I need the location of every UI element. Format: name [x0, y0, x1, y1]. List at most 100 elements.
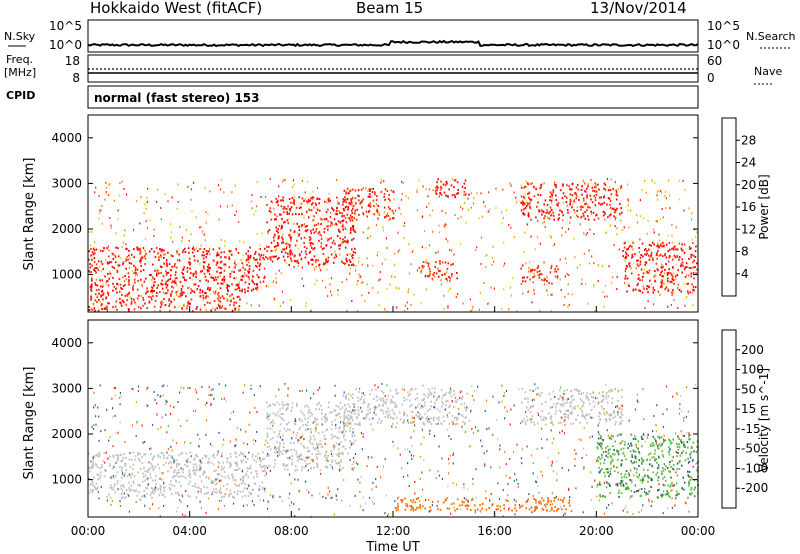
power-cell — [351, 216, 353, 219]
velocity-cell — [205, 475, 208, 478]
velocity-cell — [428, 388, 430, 391]
velocity-cell — [256, 473, 258, 475]
velocity-cell — [432, 417, 435, 420]
velocity-cell — [570, 404, 572, 407]
power-noise-cell — [217, 184, 220, 187]
power-noise-cell — [243, 241, 245, 244]
velocity-cell — [550, 398, 552, 401]
velocity-cell — [282, 464, 284, 467]
power-cell — [199, 288, 202, 291]
power-noise-cell — [361, 263, 363, 266]
velocity-cell — [441, 397, 443, 400]
power-noise-cell — [98, 308, 100, 311]
velocity-noise-cell — [235, 479, 237, 482]
power-cell — [657, 250, 659, 253]
power-cell — [209, 288, 211, 291]
power-noise-cell — [554, 270, 556, 273]
power-cell — [631, 245, 633, 248]
velocity-cell — [645, 491, 648, 494]
power-cell — [683, 268, 686, 271]
velocity-noise-cell — [384, 458, 386, 461]
velocity-noise-cell — [97, 491, 99, 494]
velocity-cell — [353, 467, 355, 469]
velocity-cell — [612, 435, 614, 438]
velocity-cell — [307, 421, 309, 424]
power-noise-cell — [420, 271, 422, 274]
power-cell — [136, 297, 139, 300]
velocity-cell — [157, 488, 160, 491]
velocity-cell — [255, 470, 257, 473]
power-cell — [636, 259, 638, 262]
velocity-cell — [663, 439, 666, 442]
power-cell — [524, 280, 527, 283]
power-noise-cell — [658, 190, 660, 192]
velocity-cell — [534, 509, 536, 511]
power-cell — [191, 310, 194, 313]
velocity-noise-cell — [147, 386, 149, 389]
power-noise-cell — [345, 190, 347, 193]
velocity-cell — [554, 506, 556, 509]
power-cell — [335, 255, 338, 258]
power-noise-cell — [537, 236, 539, 239]
power-noise-cell — [98, 217, 100, 220]
velocity-noise-cell — [109, 436, 111, 439]
velocity-cell — [281, 406, 284, 409]
power-cell — [604, 188, 607, 191]
velocity-cell — [132, 468, 134, 470]
velocity-cell — [460, 403, 463, 406]
velocity-cell — [339, 408, 342, 411]
power-cell — [305, 200, 308, 203]
power-cell — [587, 215, 589, 218]
power-cell — [288, 264, 290, 266]
velocity-cell — [295, 420, 297, 423]
power-noise-cell — [668, 194, 670, 197]
power-cell — [227, 284, 229, 287]
velocity-cell — [337, 452, 340, 455]
velocity-noise-cell — [292, 431, 294, 434]
power-noise-cell — [188, 300, 190, 303]
velocity-cell — [315, 453, 317, 456]
velocity-cell — [212, 481, 214, 484]
velocity-noise-cell — [267, 415, 269, 418]
nsky-label: N.Sky — [4, 30, 36, 43]
power-noise-cell — [620, 219, 622, 222]
power-cell — [439, 262, 441, 265]
velocity-cell — [160, 452, 163, 454]
power-noise-cell — [251, 207, 253, 210]
velocity-noise-cell — [635, 446, 637, 449]
power-cell — [599, 203, 602, 206]
power-cell — [288, 212, 290, 215]
power-cell — [278, 256, 280, 259]
power-noise-cell — [604, 218, 606, 221]
velocity-noise-cell — [354, 494, 356, 497]
power-noise-cell — [253, 259, 255, 262]
power-noise-cell — [322, 218, 324, 221]
power-noise-cell — [282, 248, 284, 251]
power-cell — [195, 272, 198, 275]
power-cell — [117, 264, 120, 267]
power-noise-cell — [171, 196, 173, 199]
velocity-cell — [230, 492, 232, 495]
power-cell — [388, 193, 390, 196]
velocity-cell — [485, 497, 487, 500]
velocity-cell — [381, 397, 384, 400]
power-noise-cell — [126, 256, 128, 258]
power-cell — [231, 293, 233, 296]
power-cell — [290, 259, 293, 262]
power-cell — [189, 261, 191, 264]
power-cell — [154, 281, 156, 283]
power-noise-cell — [692, 304, 694, 307]
velocity-cell — [218, 461, 221, 464]
velocity-cell — [283, 446, 285, 449]
velocity-cell — [287, 404, 290, 407]
power-cell — [96, 300, 98, 303]
power-noise-cell — [473, 197, 475, 200]
power-noise-cell — [688, 207, 690, 210]
power-noise-cell — [234, 259, 236, 262]
power-cell — [354, 251, 357, 254]
power-cell — [187, 247, 190, 250]
power-cell — [88, 270, 90, 273]
power-cell — [695, 262, 698, 265]
power-noise-cell — [346, 278, 348, 281]
power-cell — [101, 290, 103, 293]
